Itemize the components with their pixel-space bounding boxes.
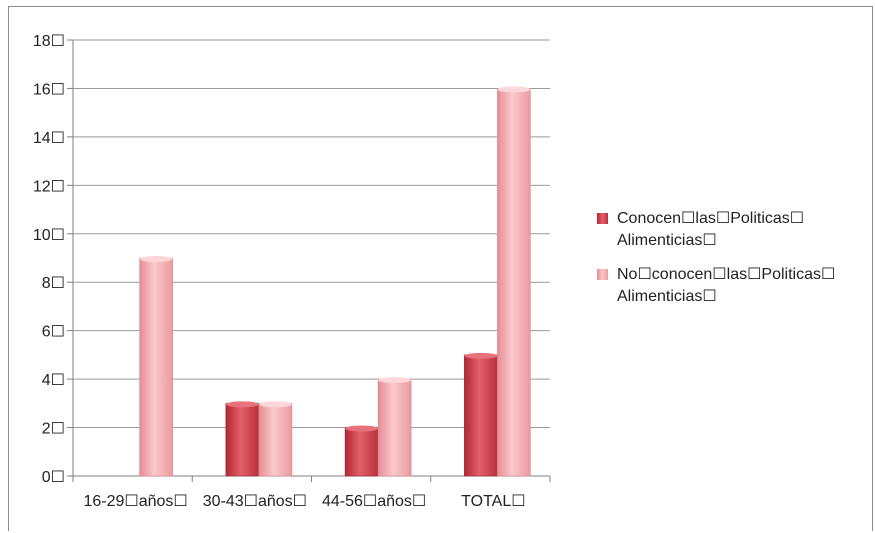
y-tick-label: 6☐ <box>42 324 65 341</box>
y-tick-label: 14☐ <box>33 130 65 147</box>
y-tick-label: 16☐ <box>33 81 65 98</box>
bar-top-cap <box>139 256 173 262</box>
x-tick-label: 44-56☐años☐ <box>322 493 426 510</box>
x-tick-label: 16-29☐años☐ <box>83 493 187 510</box>
legend-item-no-conocen: No☐conocen☐las☐Politicas☐ Alimenticias☐ <box>597 264 867 308</box>
bar-top-cap <box>258 401 292 408</box>
bar-conocen <box>344 427 379 477</box>
bar-conocen <box>225 403 260 477</box>
legend-label-no-conocen-line2: Alimenticias☐ <box>617 288 717 305</box>
bar-conocen <box>464 354 498 477</box>
x-tick-label: TOTAL☐ <box>461 493 525 510</box>
chart-frame <box>8 6 873 531</box>
y-tick-label: 0☐ <box>42 469 65 486</box>
bar-top-cap <box>378 377 412 384</box>
legend-label-conocen-line1: Conocen☐las☐Politicas☐ <box>617 210 805 227</box>
bar-no-conocen <box>258 403 293 477</box>
bar-top-cap <box>345 425 379 432</box>
bar-top-cap <box>464 352 498 359</box>
bar-top-cap <box>497 86 531 93</box>
y-tick-label: 2☐ <box>42 421 65 438</box>
bar-no-conocen <box>377 378 412 477</box>
y-tick-label: 4☐ <box>42 372 65 389</box>
legend-swatch-conocen <box>597 213 608 224</box>
bar-no-conocen <box>497 88 531 477</box>
bar-top-cap <box>225 401 259 408</box>
bar-no-conocen <box>139 257 173 477</box>
y-tick-label: 12☐ <box>33 178 65 195</box>
legend-label-no-conocen-line1: No☐conocen☐las☐Politicas☐ <box>617 266 836 283</box>
legend-label-conocen-line2: Alimenticias☐ <box>617 232 717 249</box>
legend-item-conocen: Conocen☐las☐Politicas☐ Alimenticias☐ <box>597 208 867 252</box>
y-tick-label: 18☐ <box>33 33 65 50</box>
y-tick-label: 8☐ <box>42 275 65 292</box>
y-tick-label: 10☐ <box>33 227 65 244</box>
legend-swatch-no-conocen <box>597 269 608 280</box>
x-tick-label: 30-43☐años☐ <box>203 493 307 510</box>
legend: Conocen☐las☐Politicas☐ Alimenticias☐ No☐… <box>597 208 867 320</box>
